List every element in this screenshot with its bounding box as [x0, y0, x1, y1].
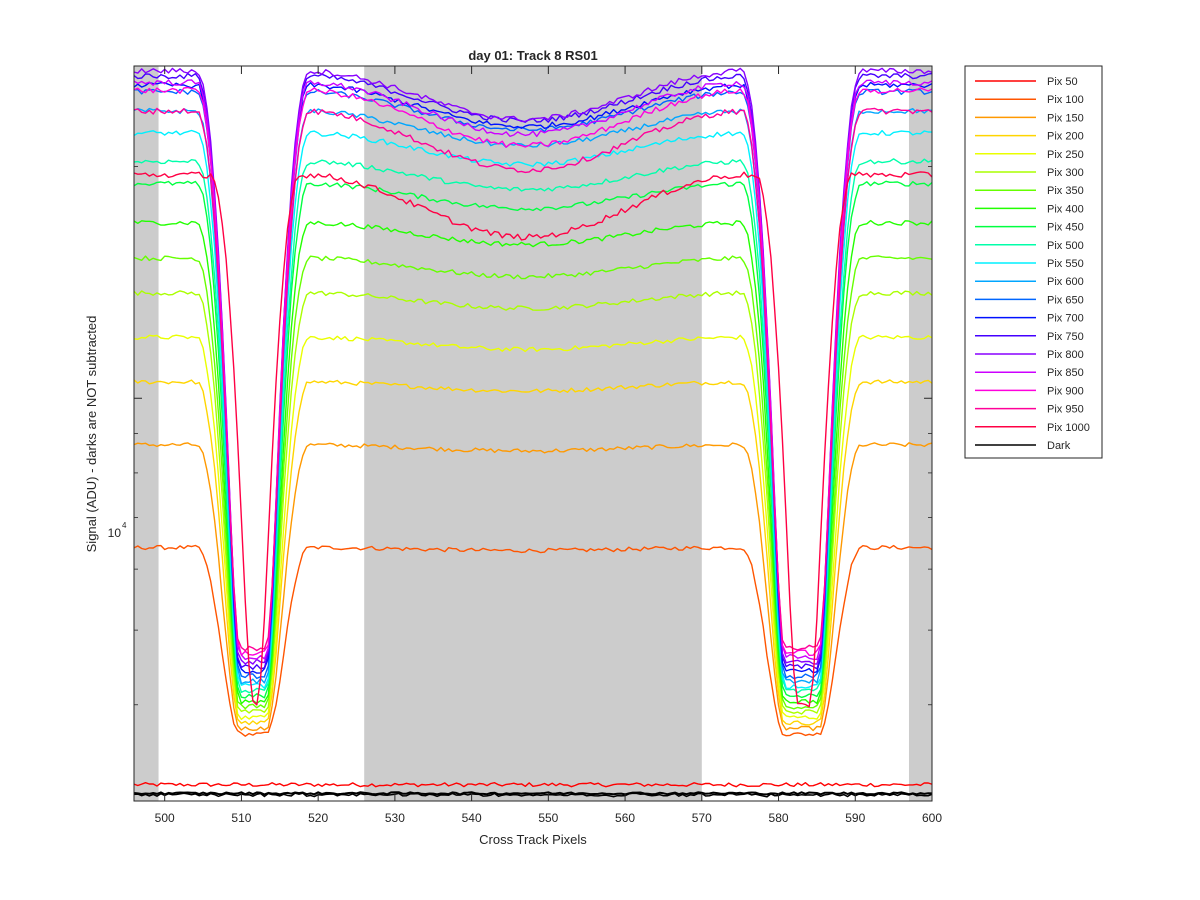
legend-label: Pix 500 — [1047, 240, 1084, 252]
y-tick-base: 10 — [108, 526, 122, 540]
legend: Pix 50 Pix 100 Pix 150 Pix 200 Pix 250 Pix 30… — [964, 65, 1103, 459]
legend-label: Pix 650 — [1047, 294, 1084, 306]
legend-item: Pix 800 — [975, 349, 1084, 361]
legend-label: Pix 450 — [1047, 222, 1084, 234]
legend-item: Pix 850 — [975, 367, 1084, 379]
legend-label: Pix 50 — [1047, 76, 1078, 88]
legend-item: Pix 50 — [975, 76, 1078, 88]
shaded-bands — [134, 66, 932, 801]
series-line-pix-500 — [134, 158, 932, 694]
legend-label: Pix 400 — [1047, 203, 1084, 215]
chart-title: day 01: Track 8 RS01 — [468, 48, 597, 63]
x-tick-label: 500 — [155, 811, 175, 825]
series-line-pix-950 — [134, 107, 932, 652]
x-tick-label: 560 — [615, 811, 635, 825]
x-tick-label: 510 — [231, 811, 251, 825]
axis-ticks: 500 510 520 530 540 550 560 570 580 590 600 — [134, 66, 942, 825]
legend-item: Pix 400 — [975, 203, 1084, 215]
legend-item: Pix 150 — [975, 112, 1084, 124]
x-tick-label: 580 — [769, 811, 789, 825]
series-line-pix-800 — [134, 67, 932, 665]
series-line-pix-550 — [134, 129, 932, 690]
legend-label: Pix 950 — [1047, 404, 1084, 416]
y-tick-label: 10 4 — [108, 521, 127, 540]
legend-item: Pix 300 — [975, 167, 1084, 179]
legend-label: Pix 700 — [1047, 313, 1084, 325]
legend-label: Pix 550 — [1047, 258, 1084, 270]
legend-item: Dark — [975, 440, 1071, 452]
legend-item: Pix 450 — [975, 222, 1084, 234]
series-line-dark — [134, 791, 932, 796]
legend-item: Pix 650 — [975, 294, 1084, 306]
series-line-pix-200 — [134, 379, 932, 726]
legend-label: Pix 150 — [1047, 112, 1084, 124]
x-tick-label: 530 — [385, 811, 405, 825]
series-line-pix-900 — [134, 86, 932, 656]
shaded-band — [134, 66, 159, 801]
series-line-pix-250 — [134, 334, 932, 721]
y-tick-exponent: 4 — [122, 521, 127, 530]
x-tick-label: 520 — [308, 811, 328, 825]
legend-label: Pix 250 — [1047, 149, 1084, 161]
legend-label: Pix 1000 — [1047, 422, 1090, 434]
series-line-pix-400 — [134, 219, 932, 705]
legend-box — [964, 65, 1103, 459]
x-tick-label: 590 — [845, 811, 865, 825]
series-line-pix-50 — [134, 782, 932, 788]
legend-item: Pix 550 — [975, 258, 1084, 270]
shaded-band — [908, 66, 932, 801]
shaded-band — [364, 66, 702, 801]
legend-label: Dark — [1047, 440, 1071, 452]
legend-label: Pix 800 — [1047, 349, 1084, 361]
legend-label: Pix 200 — [1047, 131, 1084, 143]
legend-label: Pix 850 — [1047, 367, 1084, 379]
x-tick-label: 600 — [922, 811, 942, 825]
legend-item: Pix 500 — [975, 240, 1084, 252]
series-line-pix-1000 — [134, 171, 932, 708]
series-line-pix-350 — [134, 255, 932, 710]
legend-label: Pix 350 — [1047, 185, 1084, 197]
series-line-pix-100 — [134, 544, 932, 737]
series-line-pix-650 — [134, 88, 932, 680]
legend-item: Pix 1000 — [975, 422, 1090, 434]
legend-item: Pix 950 — [975, 404, 1084, 416]
x-tick-label: 570 — [692, 811, 712, 825]
series-line-pix-700 — [134, 81, 932, 674]
legend-label: Pix 750 — [1047, 331, 1084, 343]
x-tick-label: 550 — [538, 811, 558, 825]
legend-item: Pix 600 — [975, 276, 1084, 288]
legend-item: Pix 750 — [975, 331, 1084, 343]
legend-label: Pix 600 — [1047, 276, 1084, 288]
legend-item: Pix 700 — [975, 313, 1084, 325]
series-line-dark-extra — [134, 792, 932, 798]
x-tick-label: 540 — [462, 811, 482, 825]
x-axis-label: Cross Track Pixels — [479, 832, 587, 847]
series-line-pix-150 — [134, 442, 932, 732]
series-line-pix-600 — [134, 107, 932, 685]
series-line-pix-450 — [134, 180, 932, 699]
legend-label: Pix 100 — [1047, 94, 1084, 106]
legend-item: Pix 350 — [975, 185, 1084, 197]
legend-item: Pix 200 — [975, 131, 1084, 143]
series-lines — [134, 67, 932, 798]
legend-item: Pix 250 — [975, 149, 1084, 161]
legend-item: Pix 900 — [975, 385, 1084, 397]
legend-label: Pix 900 — [1047, 385, 1084, 397]
series-line-pix-850 — [134, 79, 932, 661]
legend-label: Pix 300 — [1047, 167, 1084, 179]
series-line-pix-300 — [134, 290, 932, 715]
legend-item: Pix 100 — [975, 94, 1084, 106]
y-axis-label: Signal (ADU) - darks are NOT subtracted — [84, 316, 99, 553]
